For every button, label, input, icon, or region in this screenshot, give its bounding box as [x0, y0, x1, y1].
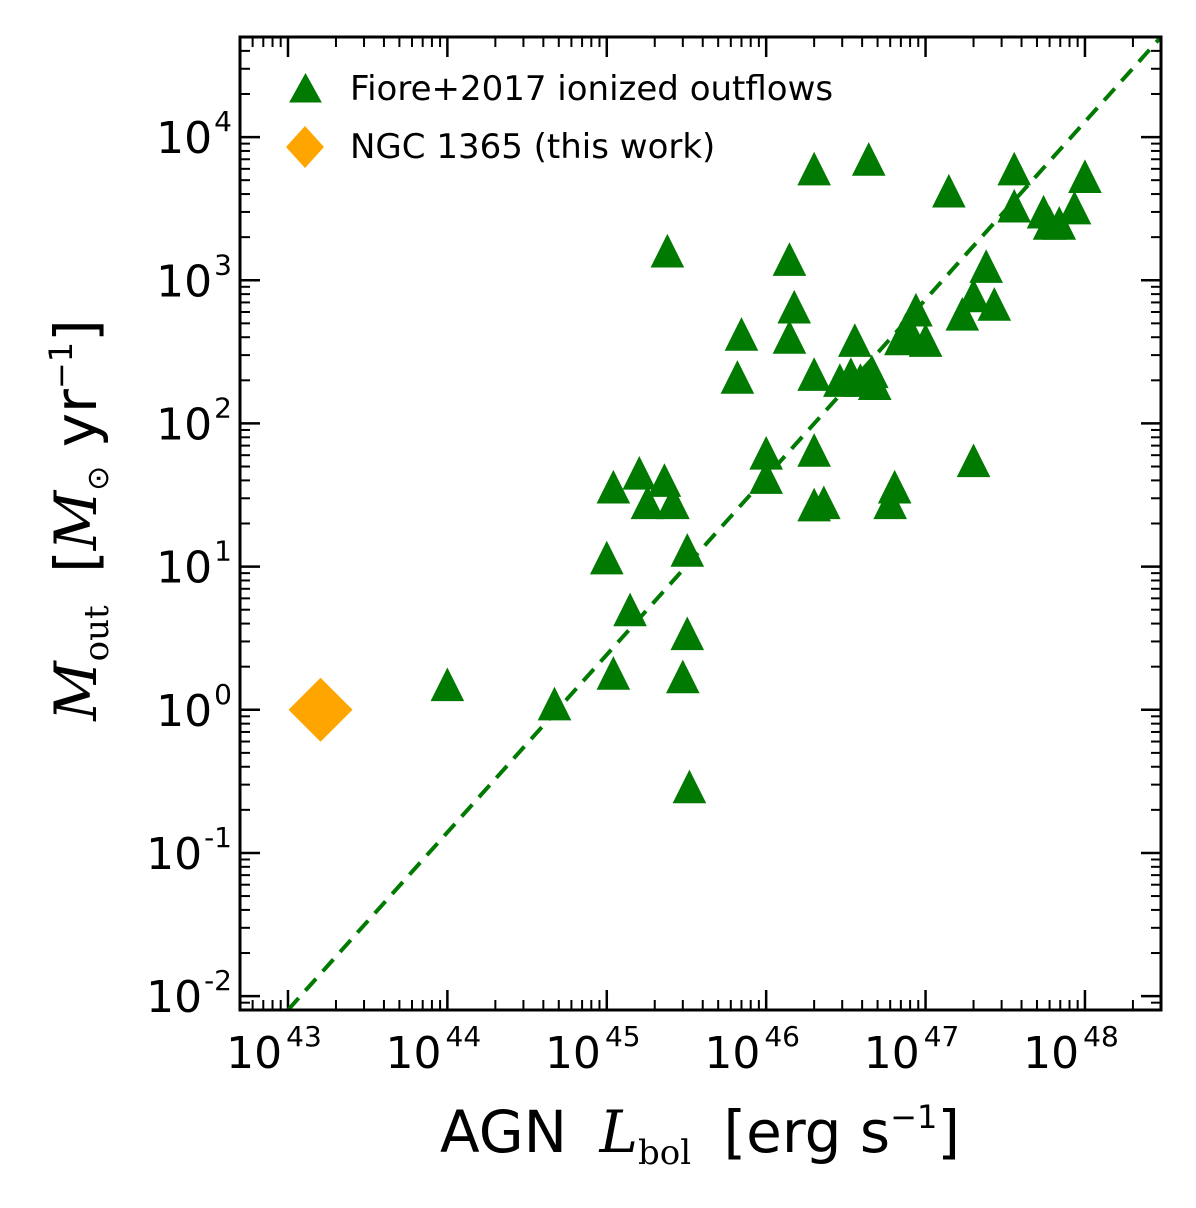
y-axis-unit-open: [ [42, 550, 110, 573]
triangle-point [1068, 159, 1102, 194]
major-ticks [240, 37, 1161, 1010]
triangle-point [749, 460, 783, 494]
y-axis-close: ] [42, 319, 110, 342]
triangle-point [777, 289, 812, 324]
y-tick-label: 10-1 [146, 821, 232, 880]
triangle-point [977, 287, 1012, 321]
y-axis-unit: yr [42, 389, 110, 466]
y-axis-unit-subscript: ⊙ [81, 466, 116, 491]
triangle-point [997, 188, 1032, 223]
triangle-point [908, 323, 943, 357]
x-tick-label: 10 45 [545, 1020, 641, 1079]
x-tick-label: 10 43 [226, 1020, 322, 1079]
legend-diamond-marker [286, 126, 324, 168]
data-layer [286, 37, 1161, 1010]
x-axis-subscript: bol [638, 1133, 691, 1173]
triangle-point [807, 485, 841, 520]
triangle-point [720, 360, 755, 394]
x-axis-prefix: AGN [440, 1098, 567, 1166]
legend-label-ngc1365: NGC 1365 (this work) [350, 127, 715, 167]
x-axis-unit-exp: −1 [890, 1098, 937, 1136]
triangle-point [797, 151, 831, 186]
diamond-point [288, 677, 353, 742]
triangle-point [672, 769, 707, 804]
minor-ticks [239, 36, 1162, 1011]
triangle-point [899, 292, 933, 327]
triangle-point [956, 278, 991, 313]
legend: Fiore+2017 ionized outflows NGC 1365 (th… [286, 69, 833, 168]
x-tick-label: 10 46 [704, 1020, 800, 1079]
fit-line [286, 37, 1161, 1010]
triangle-point [666, 659, 700, 694]
y-tick-label: 10-2 [146, 964, 232, 1023]
triangle-point [724, 317, 759, 351]
plot-frame [238, 35, 1163, 1012]
triangle-point [772, 320, 807, 354]
triangle-point [650, 233, 685, 268]
y-tick-label: 101 [156, 535, 232, 594]
x-tick-label: 10 47 [864, 1020, 960, 1079]
y-axis-symbol: M [42, 660, 110, 722]
triangle-point [851, 142, 886, 176]
x-tick-label: 10 48 [1023, 1020, 1119, 1079]
triangle-point [797, 433, 831, 467]
triangle-point [656, 485, 690, 520]
triangle-point [945, 297, 980, 331]
triangle-point [670, 533, 705, 567]
y-tick-label: 103 [156, 248, 232, 307]
triangle-point [772, 242, 807, 276]
y-tick-label: 104 [156, 105, 232, 164]
x-tick-label: 10 44 [386, 1020, 482, 1079]
triangle-point [630, 485, 665, 520]
x-tick-labels: 10 43 10 44 10 45 10 46 10 47 10 48 [226, 1020, 1119, 1079]
x-axis-close: ] [937, 1098, 960, 1166]
triangle-point [596, 469, 631, 504]
triangle-point [622, 455, 657, 490]
y-axis-unit-exp: −1 [42, 342, 80, 389]
triangle-point [877, 469, 912, 504]
triangle-point [1057, 190, 1092, 225]
y-axis-subscript: out [77, 605, 117, 661]
legend-triangle-marker [289, 72, 322, 103]
triangle-point [932, 173, 966, 208]
triangle-point [596, 656, 631, 690]
y-axis-unit-symbol: M [42, 489, 110, 551]
triangle-point [613, 592, 647, 627]
triangle-point [589, 540, 624, 575]
x-axis-title: AGN Lbol [erg s−1] [440, 1098, 960, 1178]
x-axis-unit: [erg s [724, 1098, 891, 1166]
triangle-point [537, 686, 572, 721]
y-tick-labels: 10-2 10-1 100 101 102 103 104 [146, 105, 232, 1023]
y-axis-title: Mout [M⊙ yr−1] [42, 319, 122, 721]
triangle-point [857, 366, 892, 401]
triangle-point [969, 249, 1003, 283]
y-tick-label: 100 [156, 678, 232, 737]
y-tick-label: 102 [156, 391, 232, 450]
triangle-point [430, 667, 465, 702]
x-axis-symbol: L [598, 1098, 638, 1166]
legend-label-fiore: Fiore+2017 ionized outflows [350, 69, 833, 109]
triangle-point [997, 151, 1032, 186]
triangle-point [838, 323, 872, 357]
triangle-point [956, 443, 991, 478]
triangle-point [797, 357, 831, 391]
triangle-point [670, 616, 705, 651]
